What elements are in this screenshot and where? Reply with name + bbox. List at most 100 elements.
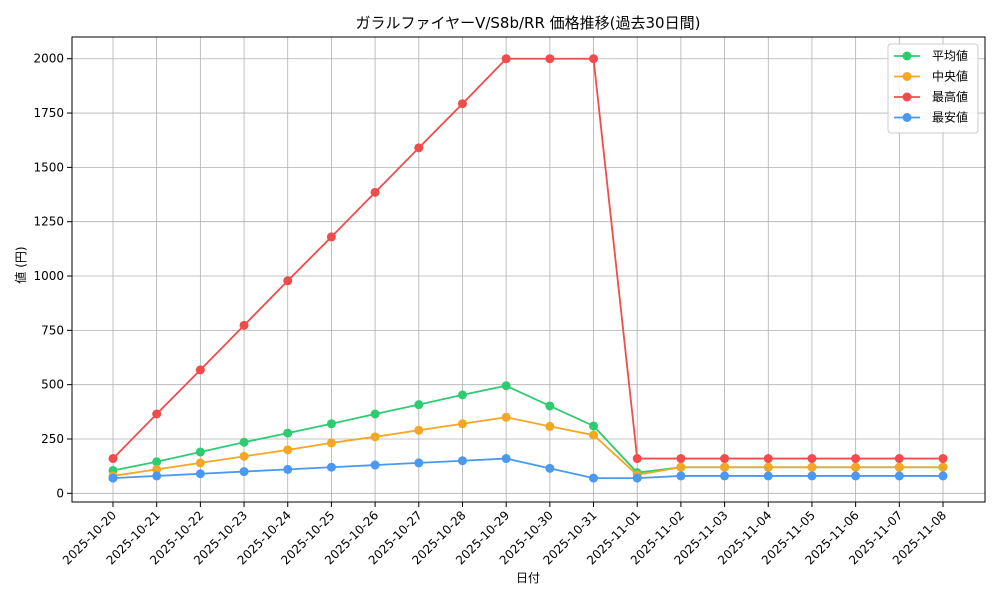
- data-point: [239, 320, 249, 330]
- data-point: [632, 473, 642, 483]
- y-tick-label: 750: [41, 323, 64, 337]
- data-point: [720, 471, 730, 481]
- data-point: [501, 54, 511, 64]
- data-point: [370, 409, 380, 419]
- data-point: [457, 390, 467, 400]
- legend-swatch-marker: [902, 72, 912, 81]
- y-tick-label: 1000: [33, 269, 64, 283]
- data-point: [676, 471, 686, 481]
- data-point: [545, 463, 555, 473]
- data-point: [283, 276, 293, 286]
- data-point: [239, 437, 249, 447]
- data-point: [370, 432, 380, 442]
- y-tick-label: 1500: [33, 160, 64, 174]
- data-point: [370, 187, 380, 197]
- data-point: [501, 412, 511, 422]
- data-point: [894, 471, 904, 481]
- data-point: [326, 438, 336, 448]
- data-point: [108, 454, 118, 464]
- data-point: [851, 462, 861, 472]
- series-line: [112, 57, 943, 460]
- data-point: [414, 143, 424, 153]
- data-point: [545, 421, 555, 431]
- data-point: [938, 454, 948, 464]
- data-point: [589, 54, 599, 64]
- data-point: [632, 454, 642, 464]
- data-point: [545, 54, 555, 64]
- data-point: [763, 454, 773, 464]
- series-lines: [108, 54, 948, 483]
- legend-label: 最高値: [932, 89, 968, 104]
- data-point: [720, 454, 730, 464]
- data-point: [938, 471, 948, 481]
- data-point: [676, 454, 686, 464]
- data-point: [195, 447, 205, 457]
- data-point: [414, 425, 424, 435]
- data-point: [545, 401, 555, 411]
- data-point: [589, 473, 599, 483]
- data-point: [851, 454, 861, 464]
- data-point: [807, 462, 817, 472]
- data-point: [195, 458, 205, 468]
- data-point: [370, 460, 380, 470]
- data-point: [938, 462, 948, 472]
- x-axis-label: 日付: [516, 571, 540, 585]
- data-point: [589, 421, 599, 431]
- data-point: [195, 365, 205, 375]
- data-point: [326, 462, 336, 472]
- data-point: [283, 428, 293, 438]
- legend-swatch-marker: [902, 92, 912, 102]
- data-point: [807, 454, 817, 464]
- data-point: [501, 381, 511, 391]
- legend-box: [887, 43, 979, 134]
- data-point: [239, 451, 249, 461]
- data-point: [414, 458, 424, 468]
- data-point: [152, 464, 162, 474]
- y-tick-label: 250: [41, 432, 64, 446]
- legend-swatch-marker: [902, 51, 912, 61]
- data-point: [457, 99, 467, 109]
- y-tick-label: 0: [56, 486, 64, 500]
- data-point: [589, 430, 599, 440]
- data-point: [283, 445, 293, 455]
- legend-label: 中央値: [932, 69, 968, 84]
- data-point: [457, 456, 467, 466]
- y-tick-label: 500: [41, 378, 64, 392]
- data-point: [457, 419, 467, 429]
- data-point: [763, 471, 773, 481]
- y-axis-label: 値 (円): [13, 246, 28, 283]
- data-point: [720, 462, 730, 472]
- data-point: [195, 469, 205, 479]
- data-point: [851, 471, 861, 481]
- legend-label: 平均値: [932, 48, 968, 63]
- plot-frame: [71, 36, 986, 503]
- y-tick-label: 1750: [33, 106, 64, 120]
- chart-title: ガラルファイヤーV/S8b/RR 価格推移(過去30日間): [356, 14, 701, 32]
- y-tick-label: 2000: [33, 52, 64, 66]
- data-point: [283, 464, 293, 474]
- data-point: [108, 473, 118, 483]
- data-point: [501, 454, 511, 464]
- data-point: [152, 471, 162, 481]
- data-point: [326, 419, 336, 429]
- y-tick-label: 1250: [33, 215, 64, 229]
- data-point: [239, 467, 249, 477]
- data-point: [414, 400, 424, 410]
- data-point: [676, 462, 686, 472]
- series-line: [112, 384, 943, 474]
- grid: [72, 37, 985, 502]
- series-line: [112, 416, 943, 477]
- data-point: [152, 409, 162, 419]
- data-point: [894, 454, 904, 464]
- legend-label: 最安値: [932, 110, 968, 125]
- x-axis-ticks: 2025-10-202025-10-212025-10-222025-10-23…: [60, 502, 949, 567]
- legend-swatch-marker: [902, 113, 912, 122]
- data-point: [763, 462, 773, 472]
- y-axis-ticks: 0 250 500 750 1000 1250 1500 1750 2000: [33, 52, 72, 500]
- series-line: [112, 457, 943, 479]
- data-point: [894, 462, 904, 472]
- data-point: [807, 471, 817, 481]
